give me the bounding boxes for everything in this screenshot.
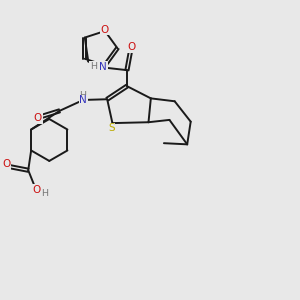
Text: O: O [101, 25, 109, 34]
Text: O: O [127, 42, 135, 52]
Text: N: N [80, 95, 87, 105]
Text: O: O [33, 185, 41, 195]
Text: H: H [79, 91, 86, 100]
Text: O: O [34, 113, 42, 123]
Text: N: N [99, 62, 107, 72]
Text: S: S [108, 123, 115, 133]
Text: O: O [2, 159, 10, 170]
Text: H: H [41, 189, 48, 198]
Text: H: H [90, 62, 97, 71]
